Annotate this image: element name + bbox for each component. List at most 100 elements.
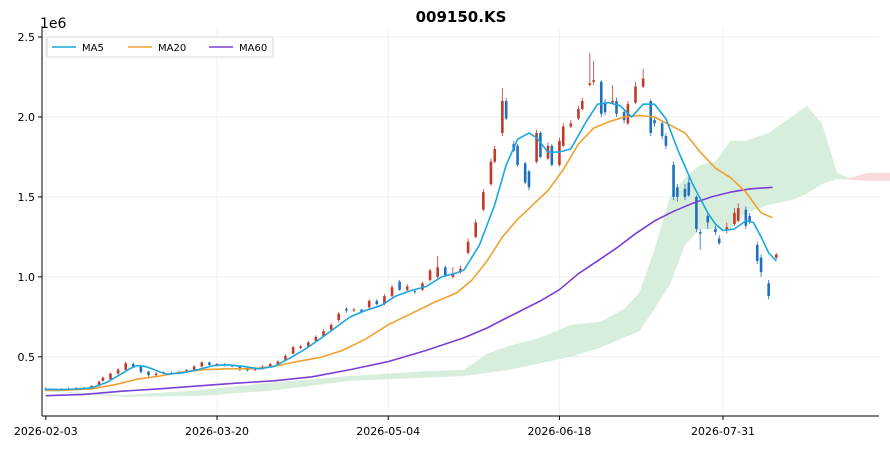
candle-body (516, 145, 519, 165)
y-tick-label: 1.5 (18, 191, 36, 204)
candle-body (748, 216, 751, 221)
candle-body (767, 283, 770, 297)
candle-body (413, 291, 417, 293)
candle-body (314, 336, 318, 341)
candle-body (307, 342, 310, 347)
ma5-line (45, 101, 777, 391)
x-tick-label: 2026-02-03 (14, 425, 78, 438)
candle-body (345, 308, 348, 311)
candle-body (139, 366, 143, 373)
y-tick-label: 0.5 (18, 351, 36, 364)
candle-body (474, 222, 478, 237)
candle-body (714, 228, 717, 233)
legend: MA5 MA20 MA60 (46, 36, 274, 58)
candle-body (687, 182, 691, 196)
candle-body (482, 192, 485, 210)
candle-body (550, 145, 554, 165)
candle-body (774, 254, 778, 258)
x-tick-label: 2026-06-18 (527, 425, 591, 438)
candle-body (215, 364, 219, 366)
candle-body (383, 296, 386, 305)
candle-body (527, 171, 531, 188)
candle-body (367, 300, 371, 308)
candle-body (561, 126, 565, 146)
candle-body (116, 369, 120, 374)
candle-body (101, 377, 105, 381)
candle-body (569, 123, 573, 127)
candle-body (405, 286, 409, 290)
candle-body (717, 238, 721, 244)
candle-body (147, 371, 150, 376)
candle-body (577, 108, 580, 119)
candle-body (622, 112, 626, 121)
candle-body (580, 100, 584, 109)
candle-body (504, 100, 508, 119)
candle-body (706, 216, 710, 223)
candle-body (539, 132, 542, 157)
candle-body (360, 309, 363, 313)
candle-body (592, 80, 595, 82)
legend-label-ma5: MA5 (82, 43, 104, 54)
axes: 0.5 1.0 1.5 2.0 2.5 2026-02-03 2026-03-20 2026-… (14, 26, 879, 438)
y-tick-label: 1.0 (18, 271, 36, 284)
candle-body (109, 373, 112, 380)
legend-label-ma60: MA60 (239, 43, 267, 54)
x-tick-label: 2026-07-31 (691, 425, 755, 438)
candle-body (695, 196, 698, 229)
candle-body (329, 324, 333, 330)
candle-body (337, 313, 341, 321)
candle-body (603, 102, 607, 113)
candle-body (759, 257, 763, 273)
candle-body (230, 365, 234, 367)
x-tick-label: 2026-03-20 (185, 425, 249, 438)
candle-body (428, 270, 432, 281)
candle-body (733, 212, 736, 225)
candle-body (615, 100, 618, 114)
candle-body (268, 364, 272, 367)
candle-body (284, 356, 287, 361)
candle-body (299, 346, 303, 349)
candle-body (352, 309, 356, 311)
candle-body (493, 148, 497, 162)
candle-body (192, 366, 196, 370)
candle-body (291, 347, 295, 354)
candle-body (634, 86, 637, 103)
candle-body (676, 187, 679, 197)
candle-body (276, 361, 280, 365)
candle-body (611, 100, 614, 103)
candle-body (599, 81, 603, 114)
candle-body (375, 300, 379, 305)
candle-body (466, 241, 470, 253)
candle-body (322, 331, 325, 337)
cloud-bullish-area (45, 105, 853, 397)
moving-averages (45, 101, 777, 397)
candle-body (535, 132, 538, 162)
candle-body (489, 161, 493, 185)
legend-label-ma20: MA20 (158, 43, 186, 54)
chart-title: 009150.KS (416, 8, 507, 26)
candle-body (97, 381, 101, 386)
candle-body (253, 368, 257, 370)
candle-body (200, 362, 204, 367)
candle-body (208, 362, 211, 365)
candle-body (672, 164, 675, 197)
candle-body (588, 83, 592, 85)
candle-body (653, 120, 656, 124)
x-tick-label: 2026-05-04 (356, 425, 420, 438)
y-offset-label: 1e6 (40, 16, 67, 32)
candle-body (398, 281, 401, 290)
candle-body (246, 368, 249, 371)
candle-body (683, 188, 687, 197)
candle-body (154, 373, 158, 376)
candle-body (641, 78, 645, 87)
candle-body (443, 267, 447, 276)
y-tick-label: 2.0 (18, 111, 36, 124)
ma60-line (45, 186, 773, 397)
candle-body (451, 273, 455, 277)
candle-body (523, 163, 527, 183)
candle-body (660, 123, 664, 137)
y-tick-label: 2.5 (18, 31, 36, 44)
candle-body (124, 363, 127, 370)
